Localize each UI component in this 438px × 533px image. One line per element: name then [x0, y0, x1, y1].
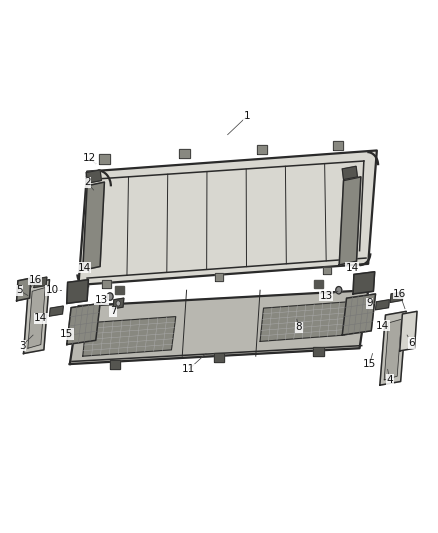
Circle shape — [336, 287, 342, 294]
Text: 1: 1 — [244, 111, 251, 121]
Polygon shape — [24, 280, 49, 353]
Polygon shape — [110, 360, 120, 369]
Polygon shape — [333, 141, 343, 150]
Polygon shape — [28, 288, 45, 348]
Polygon shape — [260, 302, 348, 342]
Polygon shape — [99, 154, 110, 164]
Circle shape — [116, 301, 120, 306]
Polygon shape — [400, 311, 417, 351]
Polygon shape — [215, 273, 223, 281]
Text: 11: 11 — [182, 365, 195, 374]
Polygon shape — [102, 280, 111, 288]
Polygon shape — [214, 353, 224, 362]
Text: 5: 5 — [16, 285, 22, 295]
Polygon shape — [83, 317, 176, 356]
Polygon shape — [34, 277, 47, 288]
Text: 13: 13 — [95, 295, 108, 305]
Text: 15: 15 — [363, 359, 376, 369]
Text: 14: 14 — [346, 263, 359, 272]
Text: 14: 14 — [34, 313, 47, 323]
Text: 6: 6 — [408, 338, 415, 348]
Text: 12: 12 — [83, 154, 96, 164]
Polygon shape — [390, 292, 403, 302]
Text: 14: 14 — [376, 320, 389, 330]
Polygon shape — [78, 150, 377, 285]
Text: 8: 8 — [296, 322, 302, 332]
Polygon shape — [83, 182, 104, 270]
Polygon shape — [115, 286, 124, 294]
Polygon shape — [179, 149, 190, 158]
Text: 15: 15 — [60, 329, 74, 339]
Polygon shape — [339, 177, 361, 265]
Polygon shape — [342, 166, 357, 180]
Text: 16: 16 — [28, 274, 42, 285]
Polygon shape — [314, 280, 323, 288]
Circle shape — [107, 293, 113, 300]
Text: 7: 7 — [110, 306, 117, 316]
Text: 9: 9 — [366, 298, 373, 309]
Text: 3: 3 — [19, 341, 25, 351]
Polygon shape — [86, 170, 101, 183]
Polygon shape — [375, 300, 389, 310]
Polygon shape — [70, 290, 368, 364]
Polygon shape — [313, 346, 324, 356]
Polygon shape — [342, 294, 375, 335]
Text: 10: 10 — [46, 285, 59, 295]
Polygon shape — [49, 306, 64, 316]
Polygon shape — [380, 311, 406, 385]
Text: 2: 2 — [84, 177, 90, 187]
Text: 13: 13 — [320, 290, 333, 301]
Polygon shape — [323, 266, 332, 274]
Polygon shape — [67, 303, 100, 344]
Polygon shape — [67, 280, 88, 303]
Polygon shape — [384, 319, 402, 380]
Text: 14: 14 — [78, 263, 91, 272]
Polygon shape — [257, 144, 268, 154]
Polygon shape — [17, 278, 31, 301]
Polygon shape — [353, 272, 374, 294]
Text: 16: 16 — [393, 289, 406, 299]
Polygon shape — [113, 298, 124, 309]
Text: 4: 4 — [386, 375, 393, 385]
